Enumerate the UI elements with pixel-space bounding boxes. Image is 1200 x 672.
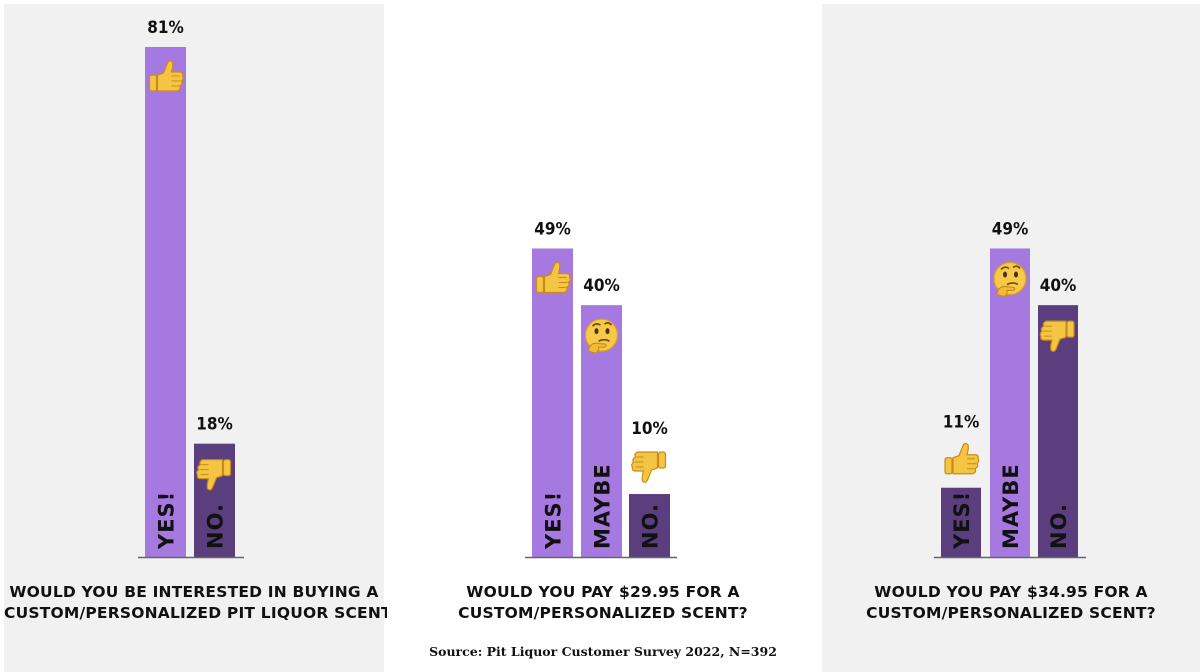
category-label: YES! xyxy=(155,491,179,550)
question-title: WOULD YOU PAY $34.95 FOR A CUSTOM/PERSON… xyxy=(822,582,1200,624)
thumbs-up-icon xyxy=(944,442,980,475)
thinking-face-icon xyxy=(993,261,1027,298)
thumbs-down-icon xyxy=(1039,320,1075,353)
value-label: 81% xyxy=(147,18,184,38)
value-label: 10% xyxy=(631,419,668,439)
question-line-2: CUSTOM/PERSONALIZED SCENT? xyxy=(458,604,748,622)
question-line-2: CUSTOM/PERSONALIZED SCENT? xyxy=(866,604,1156,622)
bar-chart-price-3495: YES! 11% MAYBE 49% NO. 40% xyxy=(934,219,1086,559)
value-label: 40% xyxy=(1040,276,1077,296)
thinking-face-icon xyxy=(584,318,619,354)
bar-chart-price-2995: YES! 49% MAYBE 40% NO. 10% xyxy=(525,219,677,559)
thumbs-up-icon xyxy=(535,261,571,294)
bar-yes xyxy=(532,248,573,557)
thumbs-down-icon xyxy=(631,451,667,483)
value-label: 18% xyxy=(196,415,233,435)
value-label: 40% xyxy=(583,276,620,296)
category-label: NO. xyxy=(639,503,663,549)
category-label: YES! xyxy=(542,491,566,550)
question-line-2: CUSTOM/PERSONALIZED PIT LIQUOR SCENT? xyxy=(4,604,401,622)
bar-no xyxy=(1038,305,1078,557)
question-line-1: WOULD YOU PAY $34.95 FOR A xyxy=(874,583,1148,601)
bar-yes xyxy=(941,487,981,557)
thumbs-up-icon xyxy=(148,60,184,92)
bar-yes xyxy=(145,47,186,557)
chart-panel-interest: YES! 81% NO. 18% WOULD YOU BE INTERESTED IN… xyxy=(4,4,401,672)
category-label: NO. xyxy=(1047,503,1071,549)
category-label: NO. xyxy=(204,503,228,549)
thumbs-down-icon xyxy=(196,459,232,491)
source-note: Source: Pit Liquor Customer Survey 2022,… xyxy=(429,644,777,659)
bar-chart-interest: YES! 81% NO. 18% xyxy=(138,18,244,559)
chart-panel-price-2995: YES! 49% MAYBE 40% NO. 10% WOULD YOU PAY $29.… xyxy=(387,4,819,672)
category-label: MAYBE xyxy=(999,463,1023,549)
value-label: 11% xyxy=(943,413,980,433)
category-label: YES! xyxy=(950,491,974,550)
question-title: WOULD YOU BE INTERESTED IN BUYING A CUST… xyxy=(4,582,401,624)
question-title: WOULD YOU PAY $29.95 FOR A CUSTOM/PERSON… xyxy=(387,582,819,624)
value-label: 49% xyxy=(534,219,571,239)
category-label: MAYBE xyxy=(591,463,615,549)
question-line-1: WOULD YOU BE INTERESTED IN BUYING A xyxy=(9,583,379,601)
question-line-1: WOULD YOU PAY $29.95 FOR A xyxy=(466,583,740,601)
bar-maybe xyxy=(990,248,1030,557)
bar-no xyxy=(629,494,670,557)
chart-panel-price-3495: YES! 11% MAYBE 49% NO. 40% WOULD YOU PAY $34.… xyxy=(822,4,1200,672)
value-label: 49% xyxy=(992,219,1029,239)
